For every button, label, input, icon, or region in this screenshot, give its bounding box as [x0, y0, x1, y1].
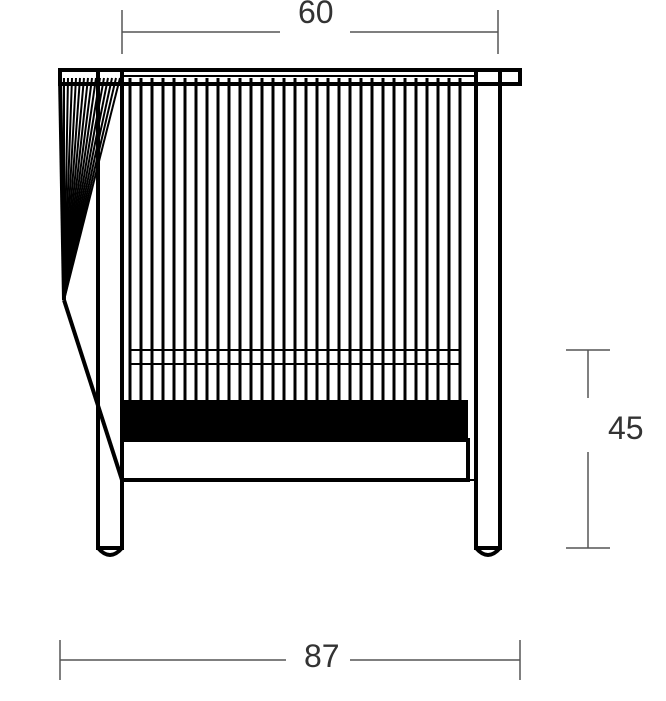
dim-bottom-label: 87	[304, 638, 340, 675]
dim-right-label: 45	[608, 410, 644, 447]
technical-drawing-svg	[0, 0, 666, 701]
dim-top-label: 60	[298, 0, 334, 31]
diagram-wrapper: 60 45 87	[0, 0, 666, 701]
